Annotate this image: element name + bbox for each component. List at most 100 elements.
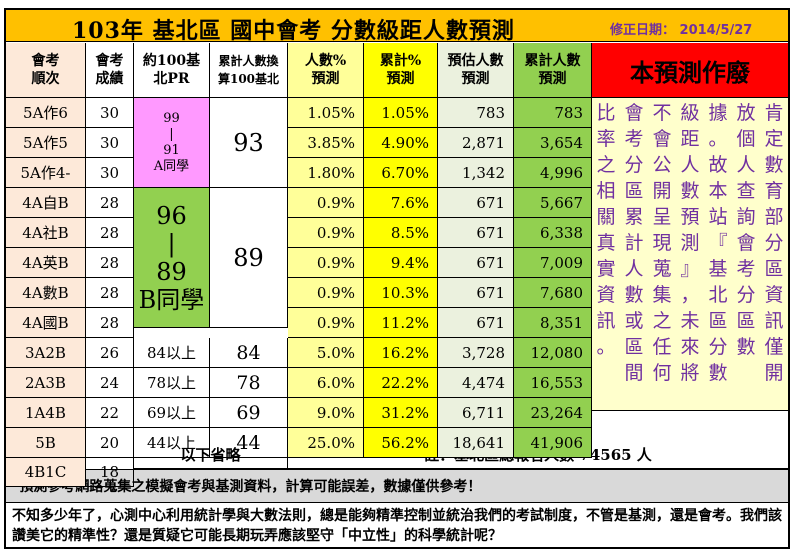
closing-remarks: 不知多少年了，心測中心利用統計學與大數法則，總是能夠精準控制並統治我們的考試制度… [12,508,782,544]
cell-score: 22 [86,398,134,428]
cell-pr: 69以上 [134,398,210,428]
cell-rank: 5B [6,428,86,458]
side-char: 預 [680,205,700,228]
side-char: 來 [680,335,700,358]
side-char: 個 [736,127,756,150]
cell-cum_pct: 7.6% [364,188,438,218]
cell-rank: 3A2B [6,338,86,368]
side-char: 數 [736,335,756,358]
cell-score: 28 [86,278,134,308]
side-char: 會 [652,127,672,150]
converted-group-a: 93 [210,98,288,188]
side-char: 之 [596,153,616,176]
cell-cum_est: 5,667 [514,188,592,218]
header-est: 預估人數 預測 [438,43,514,98]
cell-pct: 0.9% [288,248,364,278]
side-char: 比 [596,101,616,124]
header-pct: 人數% 預測 [288,43,364,98]
cell-rank: 1A4B [6,398,86,428]
header-cum-est: 累計人數 預測 [514,43,592,98]
cell-score: 24 [86,368,134,398]
side-char: 基 [708,257,728,280]
cell-cum_pct: 6.70% [364,158,438,188]
cell-rank: 4A社B [6,218,86,248]
side-char: 會 [624,101,644,124]
cell-rank: 5A作6 [6,98,86,128]
header-score: 會考 成績 [86,43,134,98]
side-char: 考 [624,127,644,150]
cell-cum_pct: 9.4% [364,248,438,278]
cell-converted: 78 [210,368,288,398]
cell-cum_pct: 31.2% [364,398,438,428]
side-char: 僅 [764,335,784,358]
side-char: 人 [680,153,700,176]
side-char: 訊 [596,309,616,332]
side-char: 將 [680,361,700,384]
side-char: 數 [764,153,784,176]
cell-cum_est: 16,553 [514,368,592,398]
cell-cum_pct: 8.5% [364,218,438,248]
page-title: 103年 基北區 國中會考 分數級距人數預測 [72,18,515,44]
cell-cum_est: 4,996 [514,158,592,188]
cell-cum_est: 6,338 [514,218,592,248]
side-char: 計 [624,231,644,254]
side-char: 詢 [736,205,756,228]
side-char: 肯 [764,101,784,124]
cell-pct: 0.9% [288,218,364,248]
side-char: 查 [736,179,756,202]
side-char: 定 [764,127,784,150]
cell-pct: 0.9% [288,278,364,308]
cell-est: 6,711 [438,398,514,428]
side-char: 開 [764,361,784,384]
cell-score: 28 [86,188,134,218]
cell-pct: 1.05% [288,98,364,128]
side-char: 開 [652,179,672,202]
side-char: 呈 [652,205,672,228]
side-char: 區 [736,309,756,332]
cell-rank: 5A作5 [6,128,86,158]
cell-cum_pct: 4.90% [364,128,438,158]
side-char: 真 [596,231,616,254]
header-cum-pct: 累計% 預測 [364,43,438,98]
side-char: 站 [708,205,728,228]
cell-score: 30 [86,98,134,128]
cell-score: 28 [86,248,134,278]
cell-rank: 4A英B [6,248,86,278]
side-char: 考 [736,257,756,280]
cell-est: 1,342 [438,158,514,188]
side-char: 『 [708,231,728,254]
side-char: 累 [624,205,644,228]
cell-pr: 78以上 [134,368,210,398]
cell-pct: 25.0% [288,428,364,458]
cell-pr: 84以上 [134,338,210,368]
pr-group-a: 99 | 91 A同學 [134,98,210,188]
cell-score: 28 [86,218,134,248]
side-char: 訊 [764,309,784,332]
cell-rank: 4A數B [6,278,86,308]
side-char: 分 [708,335,728,358]
cell-est: 671 [438,278,514,308]
header-pr: 約100基 北PR [134,43,210,98]
side-char: 育 [764,179,784,202]
spreadsheet: 103年 基北區 國中會考 分數級距人數預測 修正日期： 2014/5/27 會… [4,8,790,549]
cell-score: 30 [86,128,134,158]
cell-rank: 4A自B [6,188,86,218]
side-char: 數 [708,361,728,384]
cell-score: 20 [86,428,134,458]
header-converted: 累計人數換 算100基北 [210,43,288,98]
cell-pct: 0.9% [288,188,364,218]
cell-est: 671 [438,248,514,278]
cell-pct: 6.0% [288,368,364,398]
cell-est: 671 [438,308,514,338]
cell-converted: 69 [210,398,288,428]
side-char: 公 [652,153,672,176]
side-char: 會 [736,231,756,254]
side-char: 蒐 [652,257,672,280]
cell-pct: 9.0% [288,398,364,428]
cell-est: 671 [438,218,514,248]
side-char: 本 [708,179,728,202]
side-char: 之 [652,309,672,332]
header-rank: 會考 順次 [6,43,86,98]
side-char: 不 [652,101,672,124]
side-char: 區 [624,179,644,202]
